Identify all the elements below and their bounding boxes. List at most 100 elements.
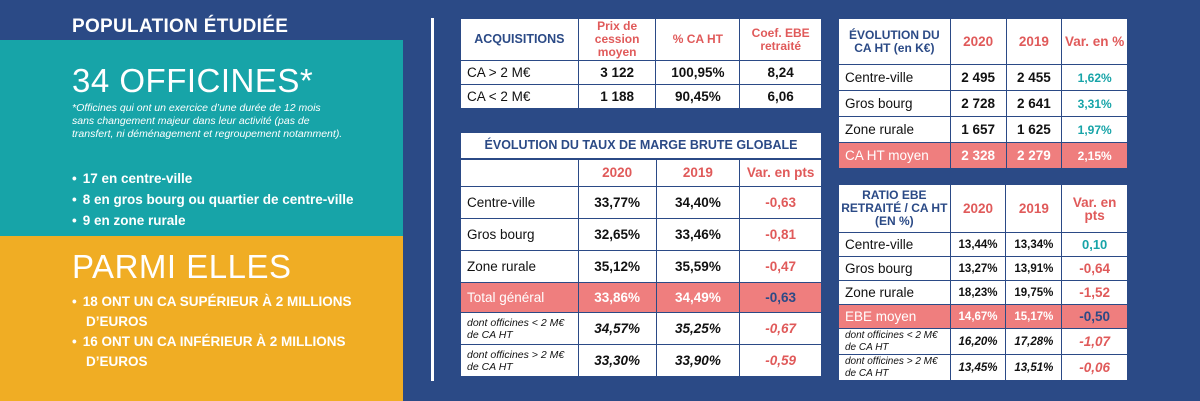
cell: 90,45% [655,84,741,109]
col-header: ACQUISITIONS [460,18,579,61]
cell: 35,25% [655,312,741,345]
row-label: CA < 2 M€ [460,84,579,109]
cell: 35,59% [655,250,741,283]
cell: 17,28% [1005,328,1063,355]
col-header: 2020 [949,18,1007,65]
divider [431,18,434,381]
ca-table: ÉVOLUTION DU CA HT (en K€) 2020 2019 Var… [838,18,1128,169]
cell: 1 625 [1005,116,1063,143]
cell: 1 188 [577,84,657,109]
cell: 14,67% [949,304,1007,329]
list-item: 16 ONT UN CA INFÉRIEUR À 2 MILLIONS D’EU… [72,332,372,372]
col-header: 2020 [577,158,657,187]
cell: 2 455 [1005,64,1063,91]
cell: -0,81 [739,218,822,251]
cell: 2 495 [949,64,1007,91]
cell: 18,23% [949,280,1007,305]
row-label: Zone rurale [460,250,579,283]
cell: 33,77% [577,186,657,219]
cell: 13,51% [1005,354,1063,381]
table-row-total: CA HT moyen 2 328 2 279 2,15% [838,142,1128,169]
row-label: Gros bourg [460,218,579,251]
row-label: Centre-ville [460,186,579,219]
cell: 3,31% [1061,90,1128,117]
cell: 33,46% [655,218,741,251]
cell: 2,15% [1061,142,1128,169]
cell: 1,97% [1061,116,1128,143]
cell: 100,95% [655,60,741,85]
cell: 13,45% [949,354,1007,381]
acquisitions-table: ACQUISITIONS Prix de cession moyen % CA … [460,18,822,109]
row-label: Gros bourg [838,256,951,281]
cell: 34,40% [655,186,741,219]
marge-title: ÉVOLUTION DU TAUX DE MARGE BRUTE GLOBALE [460,132,822,160]
population-list: 17 en centre-ville 8 en gros bourg ou qu… [72,168,354,231]
table-row: Centre-ville 33,77% 34,40% -0,63 [460,186,822,219]
table-row-total: Total général 33,86% 34,49% -0,63 [460,282,822,313]
cell: 2 328 [949,142,1007,169]
cell: 19,75% [1005,280,1063,305]
row-label: Zone rurale [838,116,951,143]
table-row: Centre-ville 13,44% 13,34% 0,10 [838,232,1128,257]
col-header: 2019 [655,158,741,187]
among-title: PARMI ELLES [72,248,292,285]
table-row: CA < 2 M€ 1 188 90,45% 6,06 [460,84,822,109]
table-row: Zone rurale 1 657 1 625 1,97% [838,116,1128,143]
list-item: 17 en centre-ville [72,168,354,189]
list-item: 18 ONT UN CA SUPÉRIEUR À 2 MILLIONS D’EU… [72,292,372,332]
cell: 15,17% [1005,304,1063,329]
cell: 13,34% [1005,232,1063,257]
officines-count: 34 OFFICINES* [72,62,314,99]
col-header [460,158,579,187]
table-row: Centre-ville 2 495 2 455 1,62% [838,64,1128,91]
table-row: dont officines < 2 M€ de CA HT 34,57% 35… [460,312,822,345]
cell: -0,06 [1061,354,1128,381]
cell: -0,47 [739,250,822,283]
officines-footnote: *Officines qui ont un exercice d’une dur… [72,102,343,140]
row-label: CA > 2 M€ [460,60,579,85]
cell: -0,67 [739,312,822,345]
cell: 33,90% [655,344,741,377]
cell: 0,10 [1061,232,1128,257]
table-row: Gros bourg 32,65% 33,46% -0,81 [460,218,822,251]
cell: 13,27% [949,256,1007,281]
list-item: 9 en zone rurale [72,210,354,231]
table-row: dont officines < 2 M€ de CA HT 16,20% 17… [838,328,1128,355]
table-row-total: EBE moyen 14,67% 15,17% -0,50 [838,304,1128,329]
col-header: Coef. EBE retraité [739,18,822,61]
cell: -0,64 [1061,256,1128,281]
col-header: Var. en % [1061,18,1128,65]
table-row: Gros bourg 13,27% 13,91% -0,64 [838,256,1128,281]
col-header: 2019 [1005,18,1063,65]
row-label: Zone rurale [838,280,951,305]
ratio-table: RATIO EBE RETRAITÉ / CA HT (EN %) 2020 2… [838,184,1128,381]
table-row: CA > 2 M€ 3 122 100,95% 8,24 [460,60,822,85]
col-header: ÉVOLUTION DU CA HT (en K€) [838,18,951,65]
row-label: Centre-ville [838,232,951,257]
col-header: Var. en pts [739,158,822,187]
cell: 34,57% [577,312,657,345]
cell: 13,44% [949,232,1007,257]
cell: 33,30% [577,344,657,377]
cell: -0,50 [1061,304,1128,329]
row-label: dont officines < 2 M€ de CA HT [838,328,951,355]
col-header: % CA HT [655,18,741,61]
cell: 2 641 [1005,90,1063,117]
col-header: RATIO EBE RETRAITÉ / CA HT (EN %) [838,184,951,233]
cell: 8,24 [739,60,822,85]
table-row: Zone rurale 35,12% 35,59% -0,47 [460,250,822,283]
col-header: 2019 [1005,184,1063,233]
row-label: EBE moyen [838,304,951,329]
cell: 13,91% [1005,256,1063,281]
table-row: Zone rurale 18,23% 19,75% -1,52 [838,280,1128,305]
table-row: dont officines > 2 M€ de CA HT 33,30% 33… [460,344,822,377]
cell: -1,07 [1061,328,1128,355]
among-panel: PARMI ELLES 18 ONT UN CA SUPÉRIEUR À 2 M… [0,236,403,401]
col-header: Var. en pts [1061,184,1128,233]
cell: -0,63 [739,282,822,313]
table-row: dont officines > 2 M€ de CA HT 13,45% 13… [838,354,1128,381]
cell: -0,59 [739,344,822,377]
col-header: 2020 [949,184,1007,233]
cell: 1 657 [949,116,1007,143]
cell: 33,86% [577,282,657,313]
